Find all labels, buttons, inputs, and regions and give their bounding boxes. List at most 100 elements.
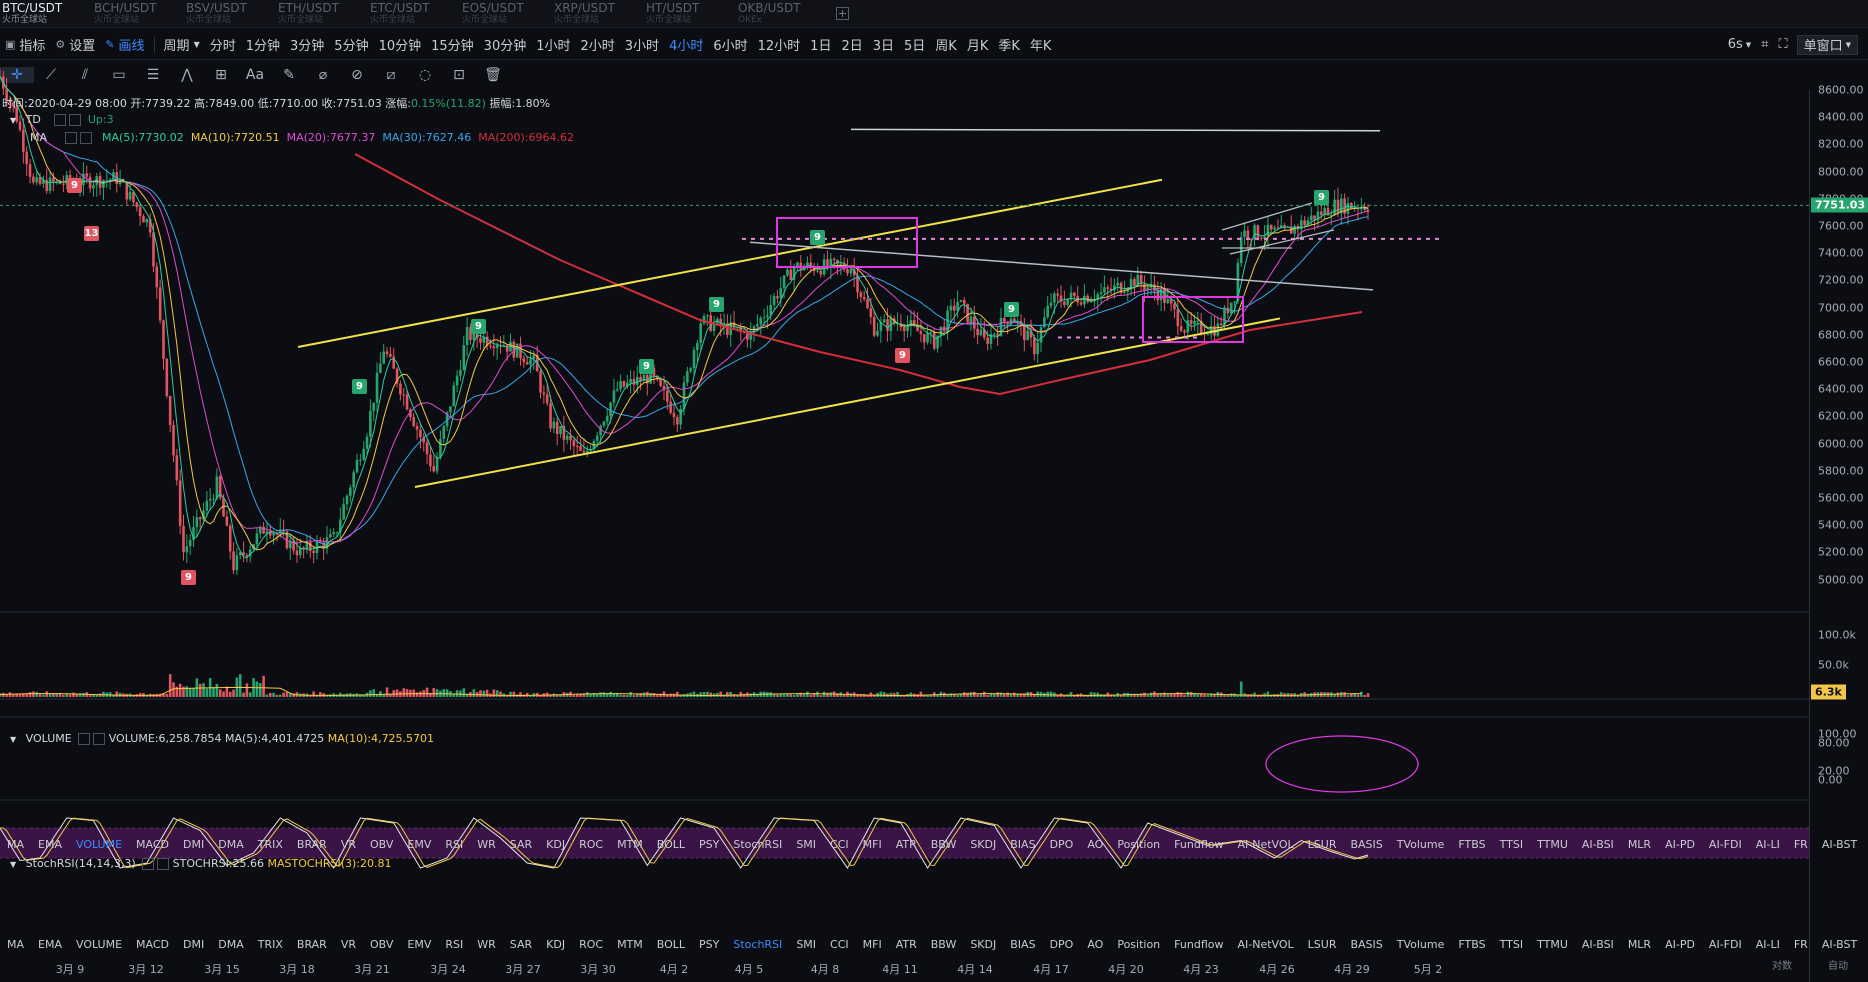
indicator-tab-cci[interactable]: CCI [830,937,849,951]
indicator-tab-macd[interactable]: MACD [136,837,170,851]
indicator-tab-dpo[interactable]: DPO [1049,937,1074,951]
indicator-tab-kdj[interactable]: KDJ [546,837,566,851]
indicator-tab-ema[interactable]: EMA [38,937,62,951]
indicator-tab-ai-bst[interactable]: AI-BST [1821,837,1858,851]
measure-tool-button[interactable]: ⊞ [204,67,238,83]
indicator-tab-tvolume[interactable]: TVolume [1396,937,1445,951]
indicator-tab-vr[interactable]: VR [340,937,356,951]
indicator-tab-mtm[interactable]: MTM [617,937,643,951]
indicator-tab-atr[interactable]: ATR [895,937,917,951]
period-13[interactable]: 1日 [810,39,832,54]
period-19[interactable]: 季K [998,39,1020,54]
indicator-tab-lsur[interactable]: LSUR [1307,937,1337,951]
indicator-tab-bias[interactable]: BIAS [1010,837,1036,851]
indicator-tab-sar[interactable]: SAR [509,937,533,951]
indicator-tab-mfi[interactable]: MFI [862,937,882,951]
drawing-button[interactable]: ✎ 画线 [100,30,149,60]
indicator-tab-ma[interactable]: MA [7,937,25,951]
symbol-tab-xrp-usdt[interactable]: XRP/USDT 火币全球站 [552,0,644,28]
period-1[interactable]: 1分钟 [245,39,281,54]
period-8[interactable]: 2小时 [580,39,615,54]
volume-settings-icon[interactable] [78,733,91,745]
indicator-tab-roc[interactable]: ROC [579,937,604,951]
brush-tool-button[interactable]: ✎ [272,67,306,83]
period-17[interactable]: 周K [935,39,957,54]
indicator-tab-bbw[interactable]: BBW [930,837,957,851]
indicator-tab-fundflow[interactable]: Fundflow [1174,937,1224,951]
indicator-tab-ttmu[interactable]: TTMU [1537,837,1568,851]
period-14[interactable]: 2日 [841,39,863,54]
symbol-tab-bsv-usdt[interactable]: BSV/USDT 火币全球站 [184,0,276,28]
ma-close-icon[interactable] [79,132,92,144]
indicator-tab-ai-fdi[interactable]: AI-FDI [1708,837,1742,851]
indicator-tab-ai-pd[interactable]: AI-PD [1665,837,1695,851]
period-2[interactable]: 3分钟 [290,39,325,54]
indicator-tab-dpo[interactable]: DPO [1049,837,1074,851]
period-20[interactable]: 年K [1029,39,1052,54]
indicator-tab-trix[interactable]: TRIX [257,937,283,951]
period-dropdown[interactable]: 周期 ▼ [159,30,205,60]
lock-tool-button[interactable]: ⊡ [442,67,476,83]
indicator-tab-ai-li[interactable]: AI-LI [1755,837,1780,851]
indicator-tab-rsi[interactable]: RSI [445,837,464,851]
symbol-tab-etc-usdt[interactable]: ETC/USDT 火币全球站 [368,0,460,28]
indicator-tab-ai-bsi[interactable]: AI-BSI [1581,837,1614,851]
indicator-tab-roc[interactable]: ROC [579,837,604,851]
indicator-tab-dma[interactable]: DMA [218,837,244,851]
indicator-tab-stochrsi[interactable]: StochRSI [733,937,783,951]
period-6[interactable]: 30分钟 [483,39,527,54]
indicator-tab-stochrsi[interactable]: StochRSI [733,837,783,851]
indicator-tab-dma[interactable]: DMA [218,937,244,951]
period-5[interactable]: 15分钟 [431,39,474,54]
indicator-tab-trix[interactable]: TRIX [257,837,283,851]
settings-window-button[interactable]: ⌗ [1756,30,1773,60]
stochrsi-close-icon[interactable] [157,858,170,870]
indicator-tab-dmi[interactable]: DMI [183,937,205,951]
indicator-tab-psy[interactable]: PSY [699,837,720,851]
indicator-tab-position[interactable]: Position [1117,937,1161,951]
indicator-tab-fr[interactable]: FR [1793,937,1808,951]
indicator-tab-basis[interactable]: BASIS [1350,937,1383,951]
period-9[interactable]: 3小时 [624,39,660,54]
collapse-icon[interactable]: ▼ [10,735,17,744]
indicator-tab-emv[interactable]: EMV [407,837,432,851]
period-3[interactable]: 5分钟 [334,39,369,54]
indicator-tab-fr[interactable]: FR [1793,837,1808,851]
indicator-tab-bbw[interactable]: BBW [930,937,957,951]
volume-close-icon[interactable] [93,733,106,745]
indicator-tab-ttsi[interactable]: TTSI [1499,837,1524,851]
indicator-tab-emv[interactable]: EMV [407,937,432,951]
period-15[interactable]: 3日 [872,39,895,54]
indicator-tab-ftbs[interactable]: FTBS [1458,837,1486,851]
indicator-tab-psy[interactable]: PSY [699,937,720,951]
crosshair-button[interactable]: ✛ [0,67,34,83]
line-tool-button[interactable]: ⟋ [34,67,68,83]
indicator-tab-wr[interactable]: WR [477,937,496,951]
window-mode-select[interactable]: 单窗口 ▼ [1796,34,1858,55]
symbol-tab-btc-usdt[interactable]: BTC/USDT 火币全球站 [0,0,92,28]
collapse-icon[interactable]: ▼ [10,860,17,869]
indicator-tab-ai-fdi[interactable]: AI-FDI [1708,937,1742,951]
indicator-tab-ai-bsi[interactable]: AI-BSI [1581,937,1614,951]
text-tool-button[interactable]: Aa [238,67,272,83]
indicator-tab-tvolume[interactable]: TVolume [1396,837,1445,851]
indicator-tab-ftbs[interactable]: FTBS [1458,937,1486,951]
indicator-tab-ma[interactable]: MA [7,837,25,851]
indicator-tab-skdj[interactable]: SKDJ [970,937,997,951]
indicator-tab-wr[interactable]: WR [477,837,496,851]
indicator-tab-brar[interactable]: BRAR [296,937,327,951]
indicator-tab-ema[interactable]: EMA [38,837,62,851]
td-settings-icon[interactable] [54,114,67,126]
fullscreen-button[interactable]: ⛶ [1773,30,1792,60]
delete-tool-button[interactable]: 🗑 [476,67,510,83]
period-16[interactable]: 5日 [904,39,926,54]
indicator-tab-volume[interactable]: VOLUME [75,837,123,851]
indicator-tab-sar[interactable]: SAR [509,837,533,851]
channel-tool-button[interactable]: ⫽ [68,67,102,83]
indicator-tab-smi[interactable]: SMI [796,837,817,851]
stochrsi-settings-icon[interactable] [142,858,155,870]
eraser-tool-button[interactable]: ⌀ [306,67,340,83]
indicator-tab-ai-bst[interactable]: AI-BST [1821,937,1858,951]
add-tab-button[interactable]: + [836,7,849,20]
